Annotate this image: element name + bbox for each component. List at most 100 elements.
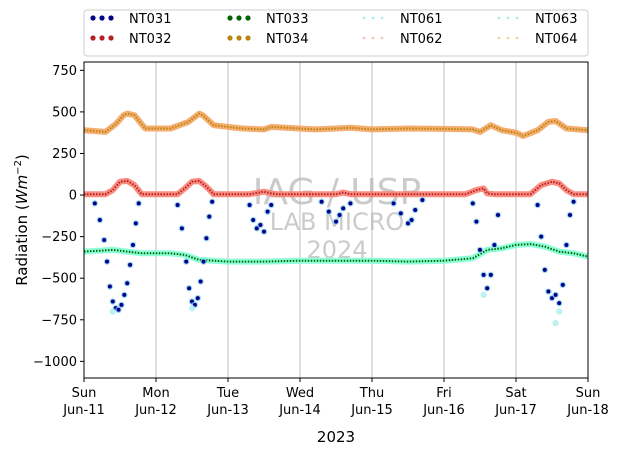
data-point <box>420 198 425 203</box>
x-tick-date: Jun-16 <box>422 403 465 418</box>
data-point <box>319 199 324 204</box>
data-point <box>251 218 256 222</box>
y-tick-label: −1000 <box>33 355 77 370</box>
x-tick-date: Jun-15 <box>350 403 393 418</box>
data-point <box>553 292 558 297</box>
data-point <box>481 272 486 277</box>
legend-item-NT064: NT064 <box>497 32 577 47</box>
data-point <box>492 242 497 247</box>
x-tick-label: Mon Jun-12 <box>134 386 177 418</box>
legend-marker <box>515 16 519 20</box>
x-tick-day: Fri <box>436 386 452 401</box>
data-point <box>122 292 127 297</box>
data-point <box>560 282 565 287</box>
legend-item-NT031: NT031 <box>90 12 171 27</box>
legend-marker <box>245 35 251 41</box>
legend-item-NT062: NT062 <box>362 32 442 47</box>
data-point <box>119 302 124 307</box>
y-axis-title-close: ) <box>13 154 31 160</box>
legend-marker <box>497 16 501 20</box>
legend-marker <box>371 16 375 20</box>
data-point <box>97 218 102 222</box>
data-point <box>568 213 572 218</box>
x-tick-date: Jun-13 <box>206 403 249 418</box>
legend-box <box>83 9 589 57</box>
data-point <box>398 211 403 216</box>
series-NT034 <box>83 110 589 139</box>
data-point-halo <box>480 291 487 299</box>
legend-label: NT032 <box>129 32 171 47</box>
data-point <box>265 209 270 214</box>
series-line <box>84 179 588 196</box>
x-tick-date: Jun-18 <box>566 403 609 418</box>
legend-label: NT064 <box>535 32 577 47</box>
legend-marker <box>506 36 510 40</box>
y-tick-label: −750 <box>41 313 77 328</box>
legend-label: NT063 <box>535 12 577 27</box>
x-tick-label: Sun Jun-18 <box>566 386 609 418</box>
data-point <box>564 242 569 247</box>
legend-marker <box>90 15 96 21</box>
data-point <box>391 201 396 206</box>
legend-marker <box>362 36 366 40</box>
legend-marker <box>90 35 96 41</box>
data-point <box>187 286 192 291</box>
y-axis: 750 500 250 0 −250 −500 −750 −1000 <box>33 64 84 370</box>
data-point <box>254 226 259 231</box>
x-tick-day: Sat <box>505 386 526 401</box>
series-NT032 <box>84 177 588 198</box>
data-point <box>184 259 189 264</box>
data-point <box>179 226 184 231</box>
y-axis-title: Radiation (Wm−2) <box>13 154 31 286</box>
grid <box>155 62 517 378</box>
x-tick-date: Jun-11 <box>62 403 105 418</box>
data-point <box>247 203 252 208</box>
data-point <box>105 259 110 264</box>
data-point-halo <box>188 304 196 312</box>
data-point <box>195 296 200 301</box>
legend: NT031 NT033 NT061 NT063 NT032 NT034 NT062 NT064 <box>90 12 577 47</box>
data-point <box>258 222 263 227</box>
x-tick-day: Wed <box>286 386 314 401</box>
x-tick-day: Mon <box>142 386 169 401</box>
legend-marker <box>371 36 375 40</box>
x-tick-date: Jun-14 <box>278 403 321 418</box>
data-point <box>262 229 266 234</box>
data-point <box>341 206 346 211</box>
data-point <box>133 221 138 226</box>
legend-label: NT034 <box>266 32 308 47</box>
data-point <box>546 289 551 294</box>
series-line <box>83 112 589 138</box>
data-point-halo <box>109 308 117 315</box>
x-tick-day: Thu <box>359 386 384 401</box>
y-tick-label: −250 <box>41 230 77 245</box>
y-tick-label: 500 <box>52 105 77 120</box>
x-tick-label: Wed Jun-14 <box>278 386 321 418</box>
data-point <box>557 301 562 306</box>
legend-label: NT061 <box>400 12 442 27</box>
data-point <box>474 219 479 224</box>
data-point <box>102 237 107 242</box>
data-point <box>125 281 130 286</box>
data-point <box>269 203 274 208</box>
legend-marker <box>245 15 251 21</box>
data-point <box>470 201 475 206</box>
data-point-halo <box>556 308 563 315</box>
x-axis-title: 2023 <box>317 428 355 446</box>
x-tick-day: Tue <box>216 386 239 401</box>
data-point <box>571 199 576 204</box>
data-point <box>116 307 121 312</box>
data-point <box>478 247 482 252</box>
data-point <box>207 214 212 219</box>
data-point <box>210 199 215 204</box>
y-tick-label: 0 <box>69 189 77 204</box>
data-point <box>406 221 410 226</box>
data-point <box>326 209 331 214</box>
legend-marker <box>497 36 501 40</box>
data-point <box>542 267 547 272</box>
data-point <box>409 218 414 222</box>
data-point <box>92 201 97 206</box>
x-tick-label: Sat Jun-17 <box>494 386 537 418</box>
legend-marker <box>99 35 105 41</box>
x-tick-day: Sun <box>576 386 601 401</box>
